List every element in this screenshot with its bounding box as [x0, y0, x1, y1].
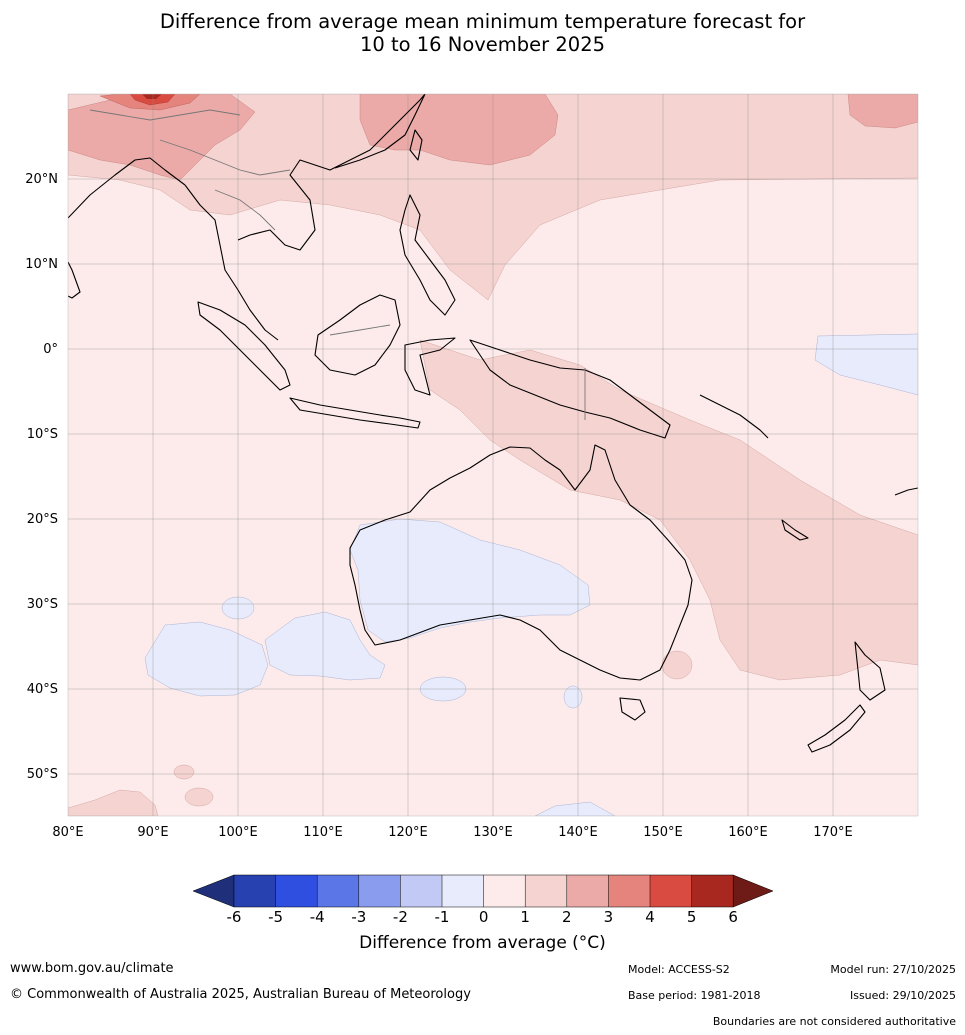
anomaly-region-2-3-china: [359, 94, 559, 166]
colorbar: -6 -5 -4 -3 -2 -1 0 1 2 3 4 5 6: [192, 874, 774, 926]
colorbar-tick: -2: [393, 908, 408, 926]
colorbar-segment: [525, 875, 567, 907]
coastline-india: [68, 157, 186, 219]
title-line-2: 10 to 16 November 2025: [359, 33, 606, 56]
coastline-fiji: [894, 487, 918, 496]
colorbar-segment: [358, 875, 401, 907]
lon-label: 90°E: [137, 825, 168, 840]
map-frame: [67, 93, 919, 817]
model-name: Model: ACCESS-S2: [628, 963, 730, 976]
longitude-labels: 80°E 90°E 100°E 110°E 120°E 130°E 140°E …: [52, 825, 852, 840]
coastline-taiwan: [409, 129, 423, 161]
colorbar-tick: -6: [227, 908, 242, 926]
colorbar-segment: [608, 875, 650, 907]
anomaly-region-neg-indian-ocean: [264, 611, 386, 681]
coastline-china-coast: [334, 94, 426, 169]
coastline-new-caledonia: [781, 519, 809, 541]
colorbar-segment: [234, 875, 276, 907]
lat-label: 20°N: [25, 172, 58, 187]
colorbar-tick: -3: [351, 908, 366, 926]
anomaly-region-1-2-east: [419, 339, 918, 681]
anomaly-region-neg-west: [144, 621, 269, 697]
colorbar-tick: -4: [310, 908, 325, 926]
colorbar-tick: 2: [562, 908, 572, 926]
lon-label: 170°E: [813, 825, 853, 840]
lon-label: 80°E: [52, 825, 83, 840]
lat-label: 50°S: [27, 767, 58, 782]
anomaly-neg-patch-3: [563, 685, 583, 709]
lat-label: 20°S: [27, 512, 58, 527]
colorbar-tick: 1: [520, 908, 530, 926]
lon-label: 160°E: [728, 825, 768, 840]
anomaly-region-1-2-sw: [68, 789, 159, 816]
coastline-mainland-se-asia: [184, 94, 426, 341]
coastline-india-west: [68, 261, 81, 299]
copyright-text: © Commonwealth of Australia 2025, Austra…: [10, 987, 471, 1002]
coastline-tasmania: [619, 697, 646, 721]
colorbar-segment: [691, 875, 734, 907]
colorbar-tick: 6: [728, 908, 738, 926]
anomaly-region-neg-south: [534, 801, 616, 816]
coastline-nz-south: [807, 704, 866, 753]
boundaries-note: Boundaries are not considered authoritat…: [712, 1015, 956, 1028]
latitude-labels: 20°N 10°N 0° 10°S 20°S 30°S 40°S 50°S: [25, 172, 58, 782]
anomaly-region-2-3-northeast: [847, 94, 918, 129]
colorbar-segment: [400, 875, 442, 907]
coastline-sulawesi: [404, 337, 456, 396]
anomaly-region-5-6: [142, 94, 162, 99]
coastline-australia: [349, 444, 693, 681]
anomaly-region-2-3-himalaya: [68, 94, 256, 181]
coastline-nz-north: [854, 641, 886, 701]
lat-label: 10°S: [27, 427, 58, 442]
coastline-sumatra: [197, 301, 291, 391]
colorbar-tick: 5: [687, 908, 697, 926]
lat-label: 40°S: [27, 682, 58, 697]
colorbar-tick: 0: [479, 908, 489, 926]
anomaly-patch-3: [661, 650, 693, 680]
anomaly-region-neg-australia: [349, 518, 591, 643]
coastline-solomons: [699, 394, 769, 439]
issued-date: Issued: 29/10/2025: [849, 989, 956, 1002]
colorbar-segment: [483, 875, 526, 907]
colorbar-segment: [650, 875, 692, 907]
anomaly-region-4-5: [129, 94, 176, 106]
colorbar-segment: [317, 875, 359, 907]
map-title: Difference from average mean minimum tem…: [0, 10, 965, 56]
colorbar-extend-high: [732, 874, 774, 908]
base-period: Base period: 1981-2018: [628, 989, 761, 1002]
anomaly-patch-2: [184, 787, 214, 807]
model-run-date: Model run: 27/10/2025: [830, 963, 956, 976]
lat-label: 0°: [43, 342, 58, 357]
colorbar-segment: [442, 875, 484, 907]
lon-label: 120°E: [388, 825, 428, 840]
colorbar-segment: [275, 875, 318, 907]
lat-label: 10°N: [25, 257, 58, 272]
coastline-philippines: [399, 194, 456, 316]
boundary-lines-asia: [89, 109, 391, 336]
coastline-java: [289, 397, 421, 429]
title-line-1: Difference from average mean minimum tem…: [159, 10, 806, 33]
colorbar-label: Difference from average (°C): [359, 933, 606, 953]
lon-label: 110°E: [303, 825, 343, 840]
lon-label: 150°E: [643, 825, 683, 840]
colorbar-tick: -1: [435, 908, 450, 926]
anomaly-patch-1: [173, 764, 195, 780]
lon-label: 130°E: [473, 825, 513, 840]
coastline-new-guinea: [469, 339, 671, 439]
lon-label: 140°E: [558, 825, 598, 840]
colorbar-tick: 3: [604, 908, 614, 926]
colorbar-tick: 4: [645, 908, 655, 926]
coastline-borneo: [314, 294, 401, 376]
website-link[interactable]: www.bom.gov.au/climate: [10, 961, 174, 976]
colorbar-tick: -5: [268, 908, 283, 926]
graticule: [68, 94, 918, 816]
colorbar-segment: [566, 875, 609, 907]
colorbar-extend-low: [192, 874, 235, 908]
lon-label: 100°E: [218, 825, 258, 840]
lat-label: 30°S: [27, 597, 58, 612]
